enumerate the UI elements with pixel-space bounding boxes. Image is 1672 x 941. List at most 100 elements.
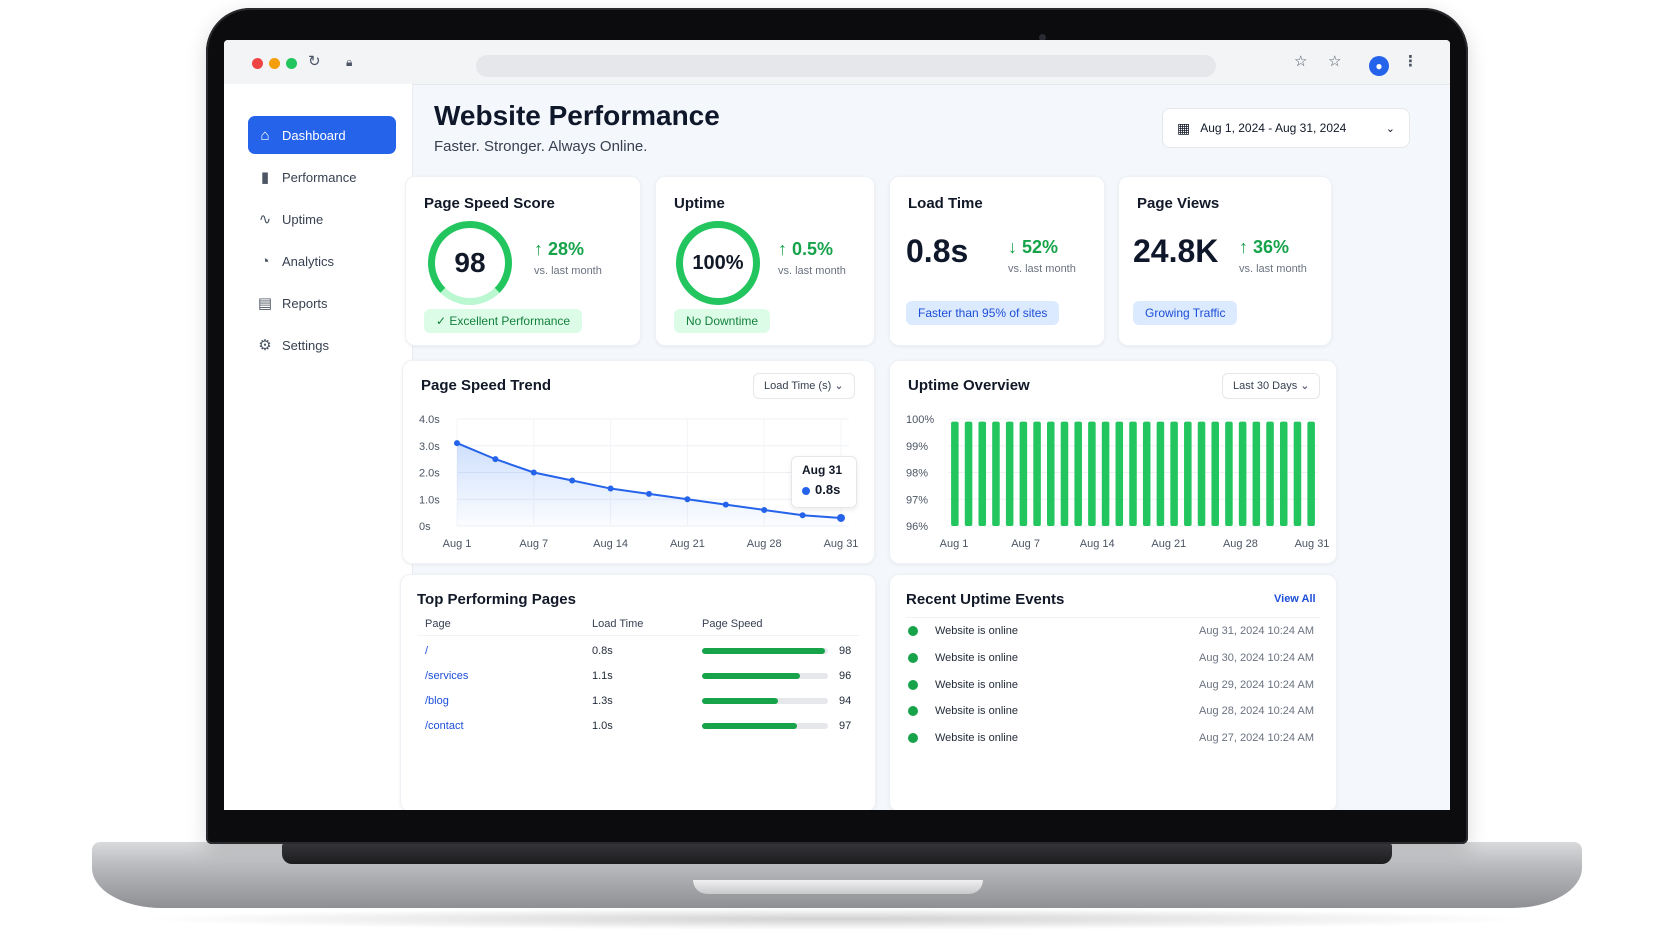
maximize-window-dot[interactable] <box>286 58 297 69</box>
event-text: Website is online <box>935 625 1018 637</box>
uptime-bar <box>964 421 973 526</box>
y-tick-label: 2.0s <box>419 468 440 480</box>
y-tick-label: 100% <box>906 414 934 426</box>
bookmark-icon[interactable]: ☆ <box>1328 53 1342 70</box>
online-status-dot <box>908 706 918 716</box>
status-badge: ✓ Excellent Performance <box>424 309 583 333</box>
speed-score-cell: 94 <box>839 695 852 707</box>
online-status-dot <box>908 626 918 636</box>
page-path[interactable]: /contact <box>425 720 464 732</box>
online-status-dot <box>908 653 918 663</box>
event-time: Aug 29, 2024 10:24 AM <box>1199 679 1314 691</box>
card-title: Page Views <box>1137 195 1220 212</box>
event-text: Website is online <box>935 679 1018 691</box>
data-point <box>454 440 460 447</box>
uptime-bar <box>1115 421 1124 526</box>
speed-bar-fill <box>702 673 801 679</box>
document-icon: ▤ <box>257 295 273 312</box>
period-select-label: Last 30 Days <box>1233 380 1298 392</box>
address-bar[interactable] <box>476 55 1216 77</box>
speed-score-cell: 98 <box>839 645 852 657</box>
sidebar-item-dashboard[interactable]: ⌂ Dashboard <box>248 116 396 154</box>
x-tick-label: Aug 14 <box>593 538 628 550</box>
lock-icon: 🔒︎ <box>346 55 353 69</box>
sidebar-item-performance[interactable]: ▮ Performance <box>248 158 396 196</box>
sidebar-item-reports[interactable]: ▤ Reports <box>248 284 396 322</box>
x-tick-label: Aug 21 <box>1151 538 1186 550</box>
page-path[interactable]: /blog <box>425 695 449 707</box>
x-tick-label: Aug 7 <box>519 538 548 550</box>
card-title: Uptime Overview <box>908 377 1030 394</box>
uptime-bar <box>1307 421 1315 526</box>
date-range-picker[interactable]: ▦ Aug 1, 2024 - Aug 31, 2024 ⌄ <box>1162 108 1410 148</box>
home-icon: ⌂ <box>260 126 270 144</box>
status-badge: No Downtime <box>674 309 771 333</box>
gear-icon: ⚙ <box>258 337 272 354</box>
uptime-bar <box>1252 421 1261 526</box>
event-text: Website is online <box>935 705 1018 717</box>
sidebar-item-analytics[interactable]: ◔ Analytics <box>248 242 396 280</box>
event-text: Website is online <box>935 732 1018 744</box>
trackpad-notch <box>693 880 983 894</box>
metric-select[interactable]: Load Time (s) ⌄ <box>753 373 855 399</box>
tooltip-date: Aug 31 <box>802 463 843 477</box>
page-path[interactable]: / <box>425 645 429 657</box>
online-status-dot <box>908 733 918 743</box>
load-time-delta: ↓ 52% <box>1008 237 1059 257</box>
chevron-down-icon: ⌄ <box>1300 380 1310 392</box>
delta-subtext: vs. last month <box>778 265 846 277</box>
keyboard-strip <box>282 844 1392 864</box>
view-all-link[interactable]: View All <box>1274 593 1316 605</box>
metric-select-label: Load Time (s) <box>764 380 832 392</box>
x-tick-label: Aug 1 <box>443 538 472 550</box>
star-icon[interactable]: ☆ <box>1294 53 1308 70</box>
page-views-card: Page Views 24.8K ↑ 36% vs. last month Gr… <box>1118 176 1332 346</box>
uptime-bar <box>1033 421 1041 526</box>
close-window-dot[interactable] <box>252 58 263 69</box>
page-path[interactable]: /services <box>425 670 469 682</box>
sidebar-item-settings[interactable]: ⚙ Settings <box>248 326 396 364</box>
uptime-bar <box>1225 421 1233 526</box>
data-point <box>492 456 499 463</box>
card-title: Uptime <box>674 195 725 212</box>
camera <box>1039 34 1046 41</box>
status-badge: Growing Traffic <box>1133 301 1238 325</box>
speed-trend-chart: 0s 1.0s 2.0s 3.0s 4.0s Aug 1 Aug 7 Aug 14 Aug 21… <box>419 414 858 550</box>
uptime-bar <box>1047 421 1055 526</box>
status-badge: Faster than 95% of sites <box>906 301 1060 325</box>
period-select[interactable]: Last 30 Days ⌄ <box>1222 373 1321 399</box>
sidebar-item-uptime[interactable]: ∿ Uptime <box>248 200 396 238</box>
uptime-bar <box>1211 421 1219 526</box>
y-tick-label: 97% <box>906 494 928 506</box>
x-tick-label: Aug 28 <box>747 538 782 550</box>
uptime-bar <box>1101 421 1110 526</box>
divider <box>906 617 1320 618</box>
browser-toolbar: ↻ 🔒︎ ☆ ☆ ● ⋮ <box>224 40 1450 85</box>
kebab-menu-icon[interactable]: ⋮ <box>1403 53 1418 70</box>
card-title: Top Performing Pages <box>417 591 576 608</box>
x-tick-label: Aug 7 <box>1011 538 1040 550</box>
minimize-window-dot[interactable] <box>269 58 280 69</box>
event-text: Website is online <box>935 652 1018 664</box>
delta-subtext: vs. last month <box>1008 263 1076 275</box>
uptime-bar <box>992 421 1000 526</box>
y-tick-label: 0s <box>419 521 431 533</box>
sidebar: ⌂ Dashboard ▮ Performance ∿ Uptime ◔ Ana… <box>224 84 413 810</box>
load-time-cell: 1.0s <box>592 720 613 732</box>
uptime-bar <box>1184 421 1192 526</box>
sidebar-item-label: Settings <box>282 337 329 353</box>
screen: ↻ 🔒︎ ☆ ☆ ● ⋮ ⌂ Dashboard ▮ Performance ∿… <box>224 40 1450 810</box>
profile-icon[interactable]: ● <box>1369 56 1389 76</box>
chart-tooltip: Aug 31 0.8s <box>791 456 857 508</box>
card-title: Load Time <box>908 195 983 212</box>
page-views-value: 24.8K <box>1133 233 1219 269</box>
uptime-bar <box>1005 421 1014 526</box>
page-subtitle: Faster. Stronger. Always Online. <box>434 138 648 155</box>
uptime-bar <box>1266 421 1274 526</box>
uptime-bar <box>1197 421 1206 526</box>
refresh-icon[interactable]: ↻ <box>308 53 321 70</box>
page-speed-card: Page Speed Score 98 ↑ 28% vs. last month… <box>405 176 641 346</box>
bar-chart-icon: ▮ <box>260 169 270 186</box>
event-time: Aug 30, 2024 10:24 AM <box>1199 652 1314 664</box>
y-tick-label: 99% <box>906 441 928 453</box>
